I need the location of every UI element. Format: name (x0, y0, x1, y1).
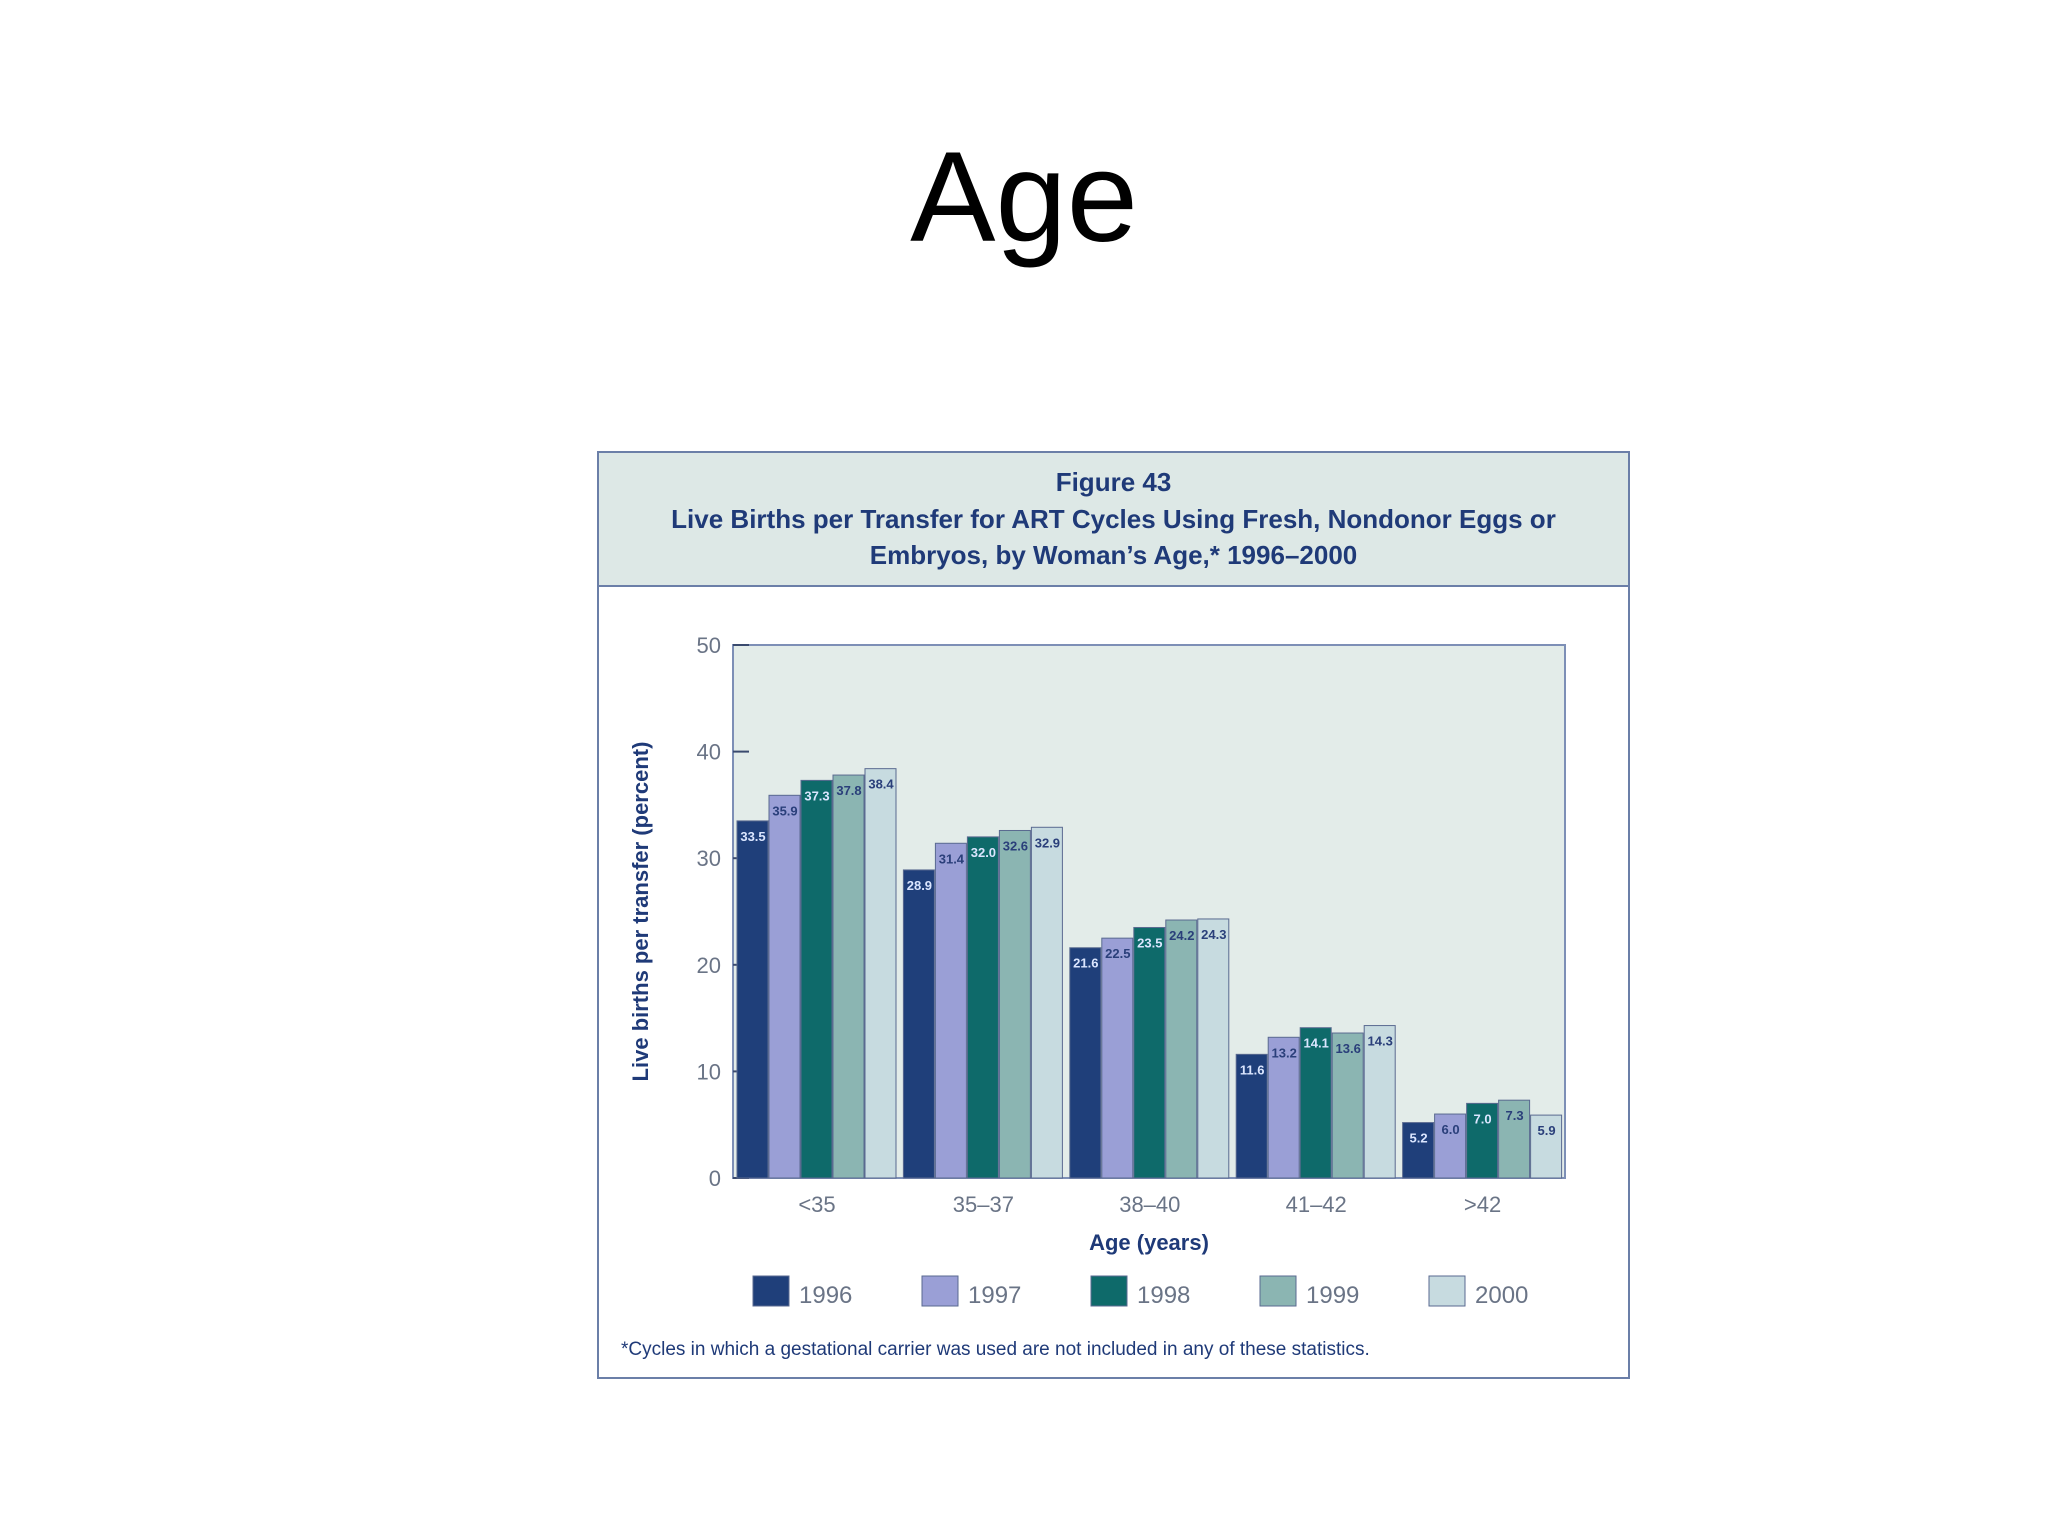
bar (1197, 918, 1230, 1179)
x-tick-label: <35 (798, 1192, 835, 1217)
bar-value-label: 7.3 (1506, 1108, 1524, 1123)
bar-value-label: 13.6 (1336, 1041, 1361, 1056)
bar (768, 794, 801, 1179)
y-tick-label: 50 (697, 633, 721, 658)
bar-value-label: 7.0 (1474, 1111, 1492, 1126)
figure-footnote: *Cycles in which a gestational carrier w… (621, 1339, 1370, 1360)
bar-value-label: 22.5 (1105, 946, 1130, 961)
bar (1498, 1099, 1531, 1179)
legend-label: 1997 (968, 1282, 1021, 1309)
legend-label: 1999 (1306, 1282, 1359, 1309)
legend-swatch (1259, 1275, 1297, 1307)
bar-value-label: 11.6 (1240, 1062, 1265, 1077)
figure-panel: Figure 43 Live Births per Transfer for A… (597, 451, 1630, 1379)
bar (1466, 1102, 1499, 1179)
bar (1165, 919, 1198, 1179)
y-tick-label: 40 (697, 740, 721, 765)
y-axis-label: Live births per transfer (percent) (628, 742, 653, 1082)
bar (1069, 947, 1102, 1179)
bar-value-label: 28.9 (907, 878, 932, 893)
bar-value-label: 24.2 (1169, 928, 1194, 943)
bar-value-label: 6.0 (1442, 1122, 1460, 1137)
x-tick-label: >42 (1464, 1192, 1501, 1217)
bar (1402, 1122, 1435, 1179)
bar-value-label: 37.3 (804, 788, 829, 803)
legend-swatch (752, 1275, 790, 1307)
y-tick-label: 20 (697, 953, 721, 978)
bar-value-label: 33.5 (740, 829, 765, 844)
x-axis-label: Age (years) (1089, 1230, 1209, 1255)
figure-number: Figure 43 (1055, 467, 1172, 497)
bar-value-label: 37.8 (836, 783, 861, 798)
y-tick-label: 30 (697, 846, 721, 871)
bar (1030, 826, 1063, 1179)
legend-swatch (1428, 1275, 1466, 1307)
bar-value-label: 31.4 (939, 851, 965, 866)
slide-title: Age (910, 126, 1138, 269)
bar (998, 829, 1031, 1179)
legend-swatch (1090, 1275, 1128, 1307)
bar (1434, 1113, 1467, 1179)
bar-value-label: 35.9 (772, 803, 797, 818)
bar-value-label: 23.5 (1137, 935, 1162, 950)
bar (1363, 1025, 1396, 1179)
bar (1235, 1053, 1268, 1179)
bar (1267, 1036, 1300, 1179)
x-tick-label: 41–42 (1286, 1192, 1347, 1217)
bar-value-label: 21.6 (1073, 956, 1098, 971)
bar (1101, 937, 1134, 1179)
bar (736, 820, 769, 1179)
bar (934, 842, 967, 1179)
bar-value-label: 13.2 (1272, 1045, 1297, 1060)
bar (864, 768, 897, 1179)
bar-value-label: 14.1 (1304, 1036, 1329, 1051)
bar (1530, 1114, 1563, 1179)
bar (1299, 1027, 1332, 1179)
bar-value-label: 38.4 (868, 777, 894, 792)
bar (800, 779, 833, 1179)
bar-value-label: 32.9 (1035, 835, 1060, 850)
bar (832, 774, 865, 1179)
legend-swatch (921, 1275, 959, 1307)
y-tick-label: 0 (709, 1166, 721, 1191)
bar-value-label: 5.9 (1538, 1123, 1556, 1138)
figure-header: Figure 43 Live Births per Transfer for A… (599, 453, 1628, 587)
x-tick-label: 38–40 (1119, 1192, 1180, 1217)
bar (902, 869, 935, 1179)
legend-label: 1998 (1137, 1282, 1190, 1309)
x-tick-label: 35–37 (953, 1192, 1014, 1217)
bar-value-label: 24.3 (1201, 927, 1226, 942)
bar-value-label: 32.6 (1003, 838, 1028, 853)
bar (1331, 1032, 1364, 1179)
bar-chart: 0 10 20 30 40 50 Live births per transfer (per… (628, 633, 1566, 1309)
bar (1133, 926, 1166, 1179)
bar-value-label: 5.2 (1410, 1131, 1428, 1146)
figure-title: Live Births per Transfer for ART Cycles … (671, 504, 1556, 570)
bar (966, 836, 999, 1179)
bar-value-label: 32.0 (971, 845, 996, 860)
y-tick-label: 10 (697, 1059, 721, 1084)
legend-label: 1996 (799, 1282, 852, 1309)
legend-label: 2000 (1475, 1282, 1528, 1309)
bar-value-label: 14.3 (1368, 1034, 1393, 1049)
